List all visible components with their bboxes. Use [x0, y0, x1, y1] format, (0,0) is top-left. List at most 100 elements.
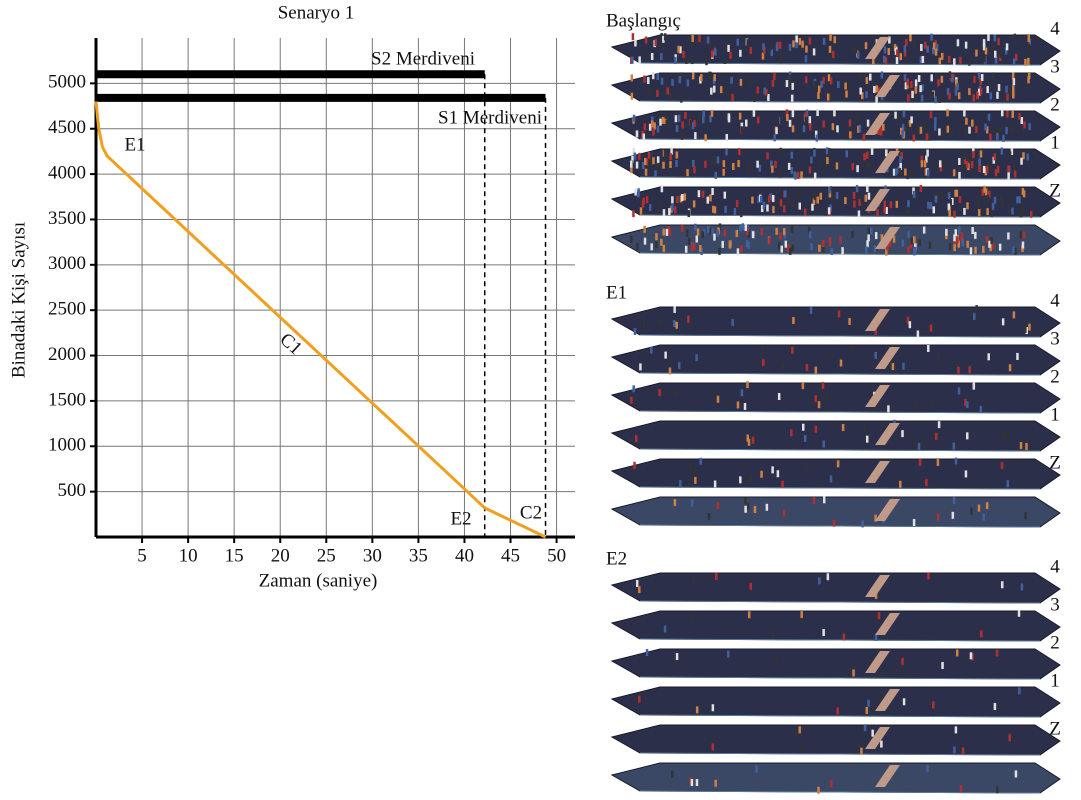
person	[633, 328, 637, 336]
person	[656, 156, 660, 164]
person	[779, 199, 783, 207]
person	[946, 109, 949, 117]
person	[637, 190, 640, 198]
person	[1024, 325, 1027, 333]
person	[861, 520, 864, 528]
person	[746, 39, 749, 47]
person	[773, 134, 776, 142]
floor-label: 2	[1050, 94, 1060, 115]
person	[868, 163, 871, 171]
person	[770, 49, 774, 57]
person	[808, 37, 812, 45]
person	[700, 248, 703, 256]
stair	[875, 689, 900, 711]
person	[933, 123, 937, 131]
person	[706, 196, 710, 204]
person	[746, 381, 749, 389]
person	[866, 151, 869, 159]
person	[983, 185, 986, 193]
person	[925, 133, 929, 141]
floor-slab	[610, 686, 1061, 718]
person	[899, 155, 902, 163]
person	[883, 200, 887, 208]
person	[770, 160, 773, 168]
person	[749, 47, 753, 55]
person	[813, 81, 817, 89]
person	[964, 127, 967, 135]
person	[803, 208, 807, 216]
person	[982, 165, 986, 173]
person	[634, 188, 637, 196]
person	[874, 327, 878, 335]
person	[650, 120, 654, 128]
person	[906, 209, 910, 217]
person	[979, 87, 983, 95]
person	[725, 84, 729, 92]
person	[971, 227, 974, 235]
person	[1028, 123, 1031, 131]
person	[1029, 210, 1033, 218]
person	[647, 77, 650, 85]
person	[835, 37, 839, 45]
person	[845, 150, 849, 158]
person	[836, 460, 840, 468]
person	[814, 130, 818, 138]
person	[921, 46, 925, 54]
person	[718, 223, 722, 231]
person	[974, 231, 977, 239]
person	[663, 625, 667, 633]
person	[954, 229, 957, 237]
stair	[865, 461, 890, 483]
person	[999, 50, 1002, 58]
person	[795, 41, 798, 49]
person	[1010, 148, 1014, 156]
person	[1021, 241, 1025, 249]
stair	[865, 727, 890, 749]
person	[1006, 480, 1010, 488]
person	[995, 127, 998, 135]
person	[951, 511, 955, 519]
person	[981, 188, 984, 196]
panel-title: E1	[606, 282, 627, 303]
person	[968, 58, 971, 66]
person	[901, 430, 904, 438]
person	[675, 151, 679, 159]
person	[926, 45, 929, 53]
person	[896, 114, 900, 122]
person	[905, 39, 908, 47]
person	[760, 205, 764, 213]
person	[842, 633, 846, 641]
floor-edge	[639, 600, 1041, 604]
person	[787, 162, 791, 170]
person	[952, 442, 956, 450]
person	[791, 125, 795, 133]
person	[938, 96, 941, 104]
person	[808, 116, 812, 124]
x-tick-label: 35	[409, 545, 428, 566]
person	[695, 706, 699, 714]
floor-slab	[610, 610, 1061, 642]
person	[651, 72, 655, 80]
person	[863, 153, 866, 161]
person	[762, 359, 765, 367]
person	[893, 44, 897, 52]
person	[744, 223, 748, 231]
person	[1020, 202, 1024, 210]
person	[982, 39, 986, 47]
floor-label: Z	[1049, 718, 1061, 739]
person	[952, 496, 956, 504]
person	[819, 192, 823, 200]
person	[858, 198, 861, 206]
person	[924, 168, 928, 176]
floor-edge	[639, 176, 1041, 180]
floor-label: 1	[1050, 404, 1060, 425]
person	[666, 87, 670, 95]
person	[818, 577, 821, 585]
person	[779, 232, 782, 240]
person	[721, 240, 724, 248]
person	[644, 36, 648, 44]
person	[994, 56, 998, 64]
person	[706, 36, 710, 44]
floor-slab	[610, 306, 1061, 338]
